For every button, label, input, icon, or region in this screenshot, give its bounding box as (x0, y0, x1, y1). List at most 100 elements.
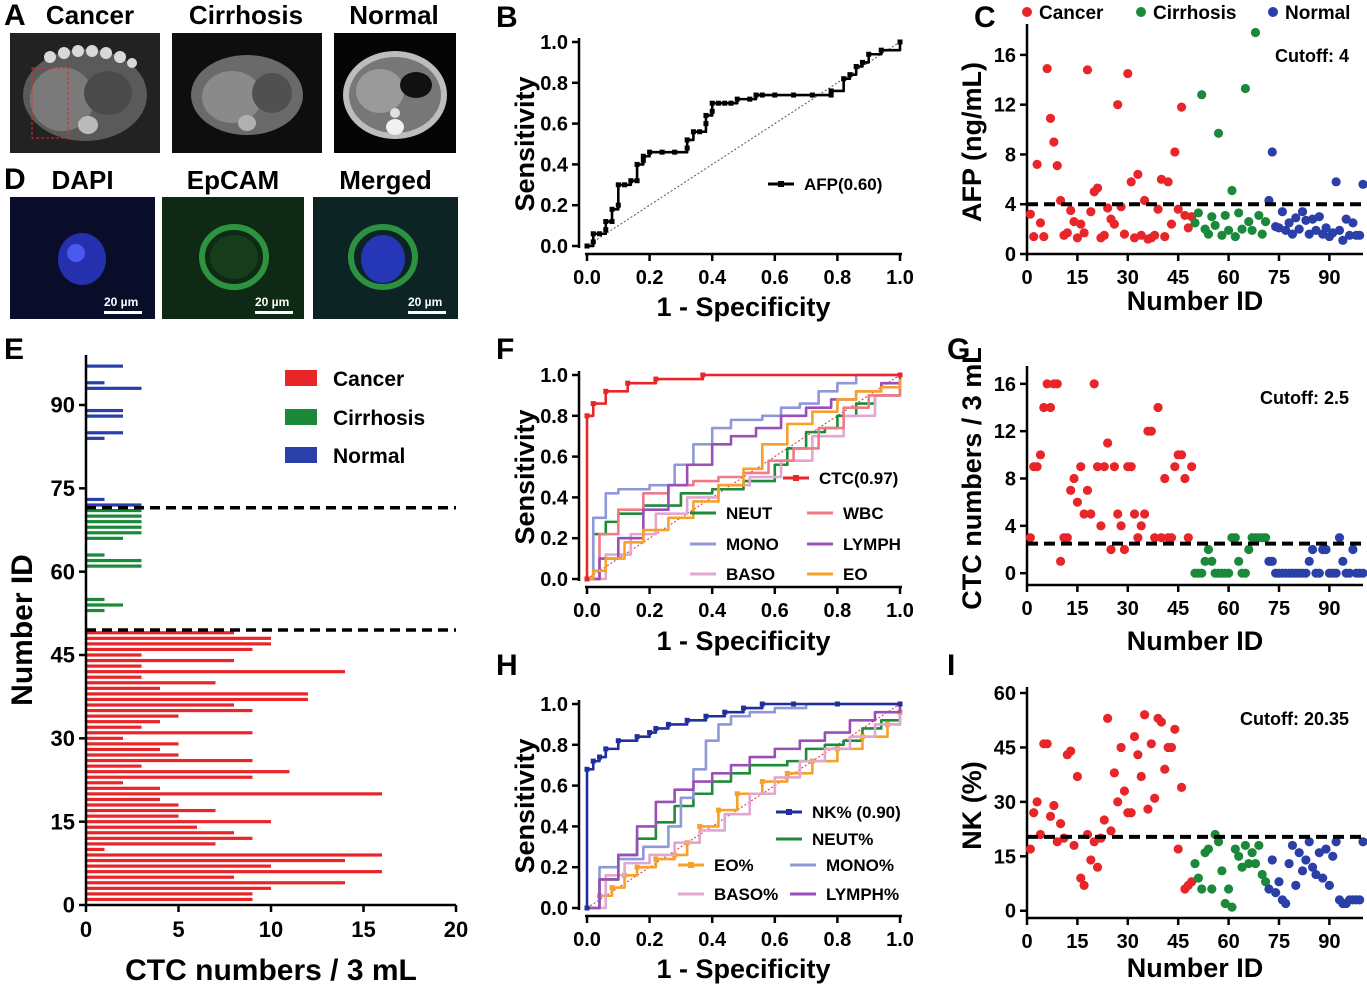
scatter-point-cirrhosis (1190, 218, 1200, 228)
x-tick-label: 15 (1066, 931, 1088, 953)
y-tick-label: 4 (1005, 194, 1017, 216)
bar-normal (86, 364, 123, 368)
scatter-point-normal (1308, 862, 1318, 872)
x-tick-label: 60 (1217, 598, 1239, 620)
scatter-point-cirrhosis (1224, 225, 1234, 235)
roc-point-afp-0-60 (709, 108, 715, 114)
bar-cancer (86, 897, 253, 902)
legend-label-cancer: Cancer (1039, 3, 1104, 24)
bar-normal (86, 503, 142, 507)
y-tick-label: 0.8 (540, 406, 568, 428)
bar-cirrhosis (86, 558, 142, 563)
scatter-point-cancer (1039, 402, 1049, 413)
scatter-point-normal (1294, 224, 1304, 234)
scatter-point-normal (1321, 844, 1331, 854)
scatter-point-cirrhosis (1224, 568, 1234, 578)
roc-point-afp-0-60 (715, 100, 721, 106)
x-tick-label: 30 (1117, 598, 1139, 620)
scatter-point-cirrhosis (1260, 217, 1271, 227)
scatter-point-cancer (1086, 207, 1096, 217)
legend-label-baso: BASO% (714, 885, 778, 904)
bar-cancer (86, 775, 253, 779)
panel-letter-h: H (496, 649, 518, 682)
y-tick-label: 0.6 (540, 776, 568, 798)
panel-letter-d: D (4, 163, 26, 196)
roc-point-afp-0-60 (703, 112, 709, 118)
x-tick-label: 75 (1268, 267, 1290, 289)
y-tick-label: 0.6 (540, 447, 568, 469)
scatter-point-cancer (1066, 746, 1076, 756)
y-tick-label: 90 (51, 393, 75, 418)
bar-cancer (86, 858, 345, 863)
roc-curve-lymph (587, 704, 902, 910)
x-tick-label: 75 (1268, 931, 1290, 953)
roc-point-eo (697, 823, 703, 829)
y-tick-label: 16 (994, 374, 1016, 396)
scale-label-epcam: 20 µm (255, 295, 290, 309)
cutoff-label: Cutoff: 4 (1275, 46, 1349, 66)
legend-label-wbc: WBC (843, 504, 884, 523)
roc-point-eo (734, 791, 740, 797)
roc-point-ctc-0-97 (897, 372, 903, 378)
scatter-point-cancer (1119, 229, 1130, 239)
scatter-point-cancer (1129, 731, 1140, 742)
scatter-point-normal (1331, 177, 1341, 187)
bar-cancer (86, 670, 345, 674)
x-tick-label: 1.0 (886, 267, 914, 289)
scatter-point-cancer (1092, 862, 1103, 872)
roc-point-ctc-0-97 (584, 576, 590, 582)
legend-label-nk-0-90: NK% (0.90) (812, 803, 901, 822)
ct-image-normal (334, 33, 456, 153)
bar-cirrhosis (86, 597, 105, 602)
roc-curve-baso (587, 712, 902, 910)
roc-point-nk-0-90 (603, 746, 609, 752)
scatter-point-cancer (1049, 137, 1059, 147)
roc-point-afp-0-60 (828, 92, 834, 98)
roc-point-nk-0-90 (653, 725, 659, 731)
y-tick-label: 0.8 (540, 735, 568, 757)
scatter-point-cancer (1156, 533, 1166, 543)
bar-cancer (86, 747, 160, 752)
scatter-point-cirrhosis (1250, 858, 1261, 869)
scatter-point-cancer (1146, 426, 1156, 436)
scatter-point-cancer (1042, 63, 1052, 74)
y-tick-label: 0.0 (540, 569, 568, 591)
bar-cancer (86, 836, 253, 840)
bar-cancer (86, 892, 253, 896)
scatter-point-cancer (1166, 219, 1177, 229)
scatter-point-cancer (1187, 877, 1197, 887)
scatter-point-cancer (1160, 231, 1170, 242)
scatter-point-normal (1291, 213, 1301, 223)
bar-cancer (86, 714, 179, 718)
scatter-point-cancer (1099, 230, 1109, 240)
bar-cancer (86, 870, 382, 874)
y-tick-label: 0.0 (540, 236, 568, 258)
scatter-point-cancer (1140, 509, 1150, 519)
x-tick-label: 0.8 (823, 600, 851, 622)
roc-curve-ctc-0-97 (585, 373, 900, 579)
y-tick-label: 0.4 (540, 154, 569, 176)
scatter-point-normal (1355, 230, 1365, 240)
scatter-point-cirrhosis (1207, 884, 1217, 894)
scatter-point-cancer (1062, 228, 1072, 238)
y-tick-label: 45 (51, 643, 75, 668)
bar-cancer (86, 786, 160, 790)
legend-marker-ctc-0-97 (793, 475, 799, 481)
scatter-point-cirrhosis (1220, 210, 1230, 221)
scatter-point-normal (1267, 556, 1277, 566)
roc-point-nk-0-90 (897, 701, 903, 707)
scatter-point-cancer (1025, 844, 1035, 854)
scatter-point-cancer (1045, 402, 1056, 413)
roc-point-afp-0-60 (709, 100, 715, 106)
scatter-point-cirrhosis (1240, 83, 1250, 94)
scatter-point-normal (1321, 223, 1331, 233)
scatter-point-cancer (1160, 473, 1170, 484)
bar-cancer (86, 708, 253, 713)
scatter-point-normal (1331, 837, 1341, 847)
scatter-point-normal (1314, 848, 1324, 858)
scatter-point-cancer (1109, 768, 1119, 778)
scatter-point-normal (1274, 877, 1284, 887)
x-tick-label: 0.2 (636, 267, 664, 289)
bar-cirrhosis (86, 514, 142, 518)
roc-point-nk-0-90 (634, 734, 640, 740)
